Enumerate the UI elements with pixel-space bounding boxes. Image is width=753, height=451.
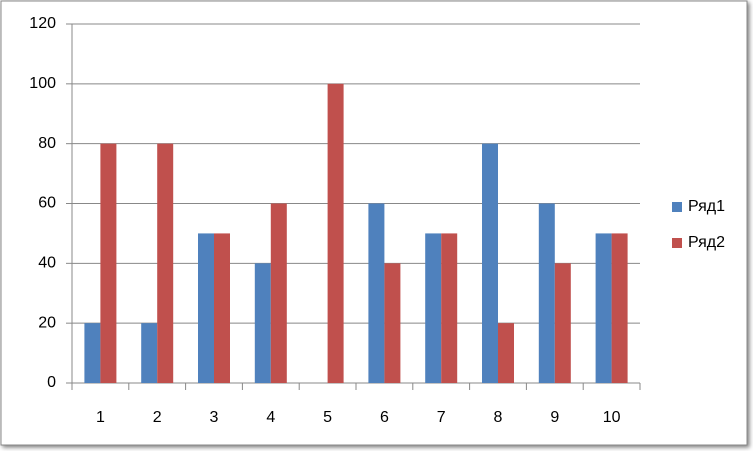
bar	[498, 323, 514, 383]
y-tick-label: 80	[38, 135, 56, 152]
x-tick-label: 2	[153, 409, 162, 426]
bar	[198, 233, 214, 383]
bar	[141, 323, 158, 383]
x-tick-label: 3	[210, 409, 219, 426]
bar	[538, 203, 555, 383]
legend-swatch	[672, 202, 682, 212]
bar	[368, 203, 385, 383]
y-tick-label: 20	[38, 314, 56, 331]
x-tick-label: 6	[380, 409, 389, 426]
x-tick-label: 10	[603, 409, 621, 426]
x-tick-label: 4	[266, 409, 275, 426]
x-tick-label: 1	[96, 409, 105, 426]
bar	[384, 263, 401, 383]
legend-label: Ряд1	[688, 198, 725, 215]
bar	[254, 263, 271, 383]
bar	[157, 143, 174, 383]
y-tick-label: 60	[38, 195, 56, 212]
y-tick-label: 0	[47, 374, 56, 391]
bar	[270, 203, 287, 383]
bar	[84, 323, 101, 383]
y-tick-label: 40	[38, 255, 56, 272]
legend-label: Ряд2	[688, 234, 725, 251]
y-tick-label: 100	[29, 75, 56, 92]
y-tick-label: 120	[29, 15, 56, 32]
bar	[611, 233, 628, 383]
bar	[425, 233, 442, 383]
bar	[441, 233, 458, 383]
bar	[327, 83, 344, 383]
x-tick-label: 8	[494, 409, 503, 426]
bar	[554, 263, 571, 383]
x-tick-label: 5	[323, 409, 332, 426]
bar	[100, 143, 117, 383]
bar	[482, 143, 498, 383]
x-tick-label: 7	[437, 409, 446, 426]
x-tick-label: 9	[550, 409, 559, 426]
legend-swatch	[672, 238, 682, 248]
bar	[214, 233, 230, 383]
bar	[595, 233, 612, 383]
